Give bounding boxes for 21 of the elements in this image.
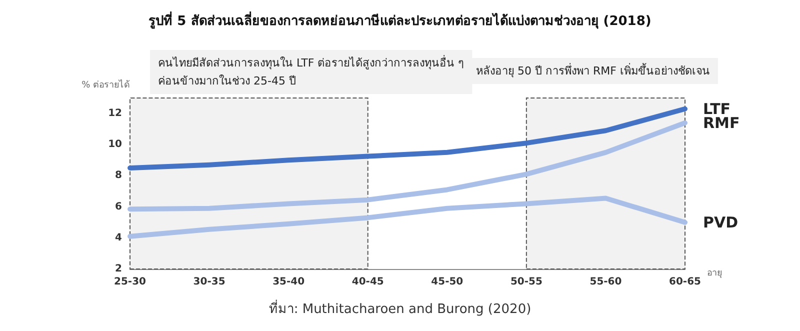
x-tick-label: 60-65 bbox=[669, 276, 702, 288]
x-tick-label: 25-30 bbox=[114, 276, 146, 288]
text: ที่มา: Muthitacharoen and Burong (2020) bbox=[268, 300, 532, 317]
x-tick-label: 35-40 bbox=[272, 276, 305, 288]
y-tick-label: 4 bbox=[115, 232, 122, 244]
text: หลังอายุ 50 ปี การพึ่งพา RMF เพิ่มขึ้นอย่างชัดเจน bbox=[476, 62, 710, 78]
x-tick-label: 50-55 bbox=[510, 276, 542, 288]
x-tick-label: 30-35 bbox=[193, 276, 226, 288]
y-tick-label: 10 bbox=[108, 139, 122, 150]
x-axis-title: อายุ bbox=[706, 268, 722, 278]
chart-title: รูปที่ 5 สัดส่วนเฉลี่ยของการลดหย่อนภาษีแต่ละประเภทต่อรายได้แบ่งตามช่วงอายุ (2018) bbox=[148, 11, 652, 29]
x-tick-label: 55-60 bbox=[590, 276, 622, 288]
x-tick-label: 40-45 bbox=[352, 276, 384, 288]
y-tick-label: 8 bbox=[115, 170, 122, 182]
x-tick-label: 45-50 bbox=[431, 276, 464, 288]
series-label: PVD bbox=[703, 213, 738, 232]
y-tick-label: 12 bbox=[108, 108, 122, 120]
y-tick-label: 2 bbox=[115, 264, 122, 274]
y-axis-title: % ต่อรายได้ bbox=[82, 80, 130, 90]
y-tick-label: 6 bbox=[115, 201, 122, 212]
text: คนไทยมีสัดส่วนการลงทุนใน LTF ต่อรายได้สูงกว่าการลงทุนอื่น ๆ ค่อนข้างมากในช่วง 25-45 ปี bbox=[158, 54, 464, 88]
